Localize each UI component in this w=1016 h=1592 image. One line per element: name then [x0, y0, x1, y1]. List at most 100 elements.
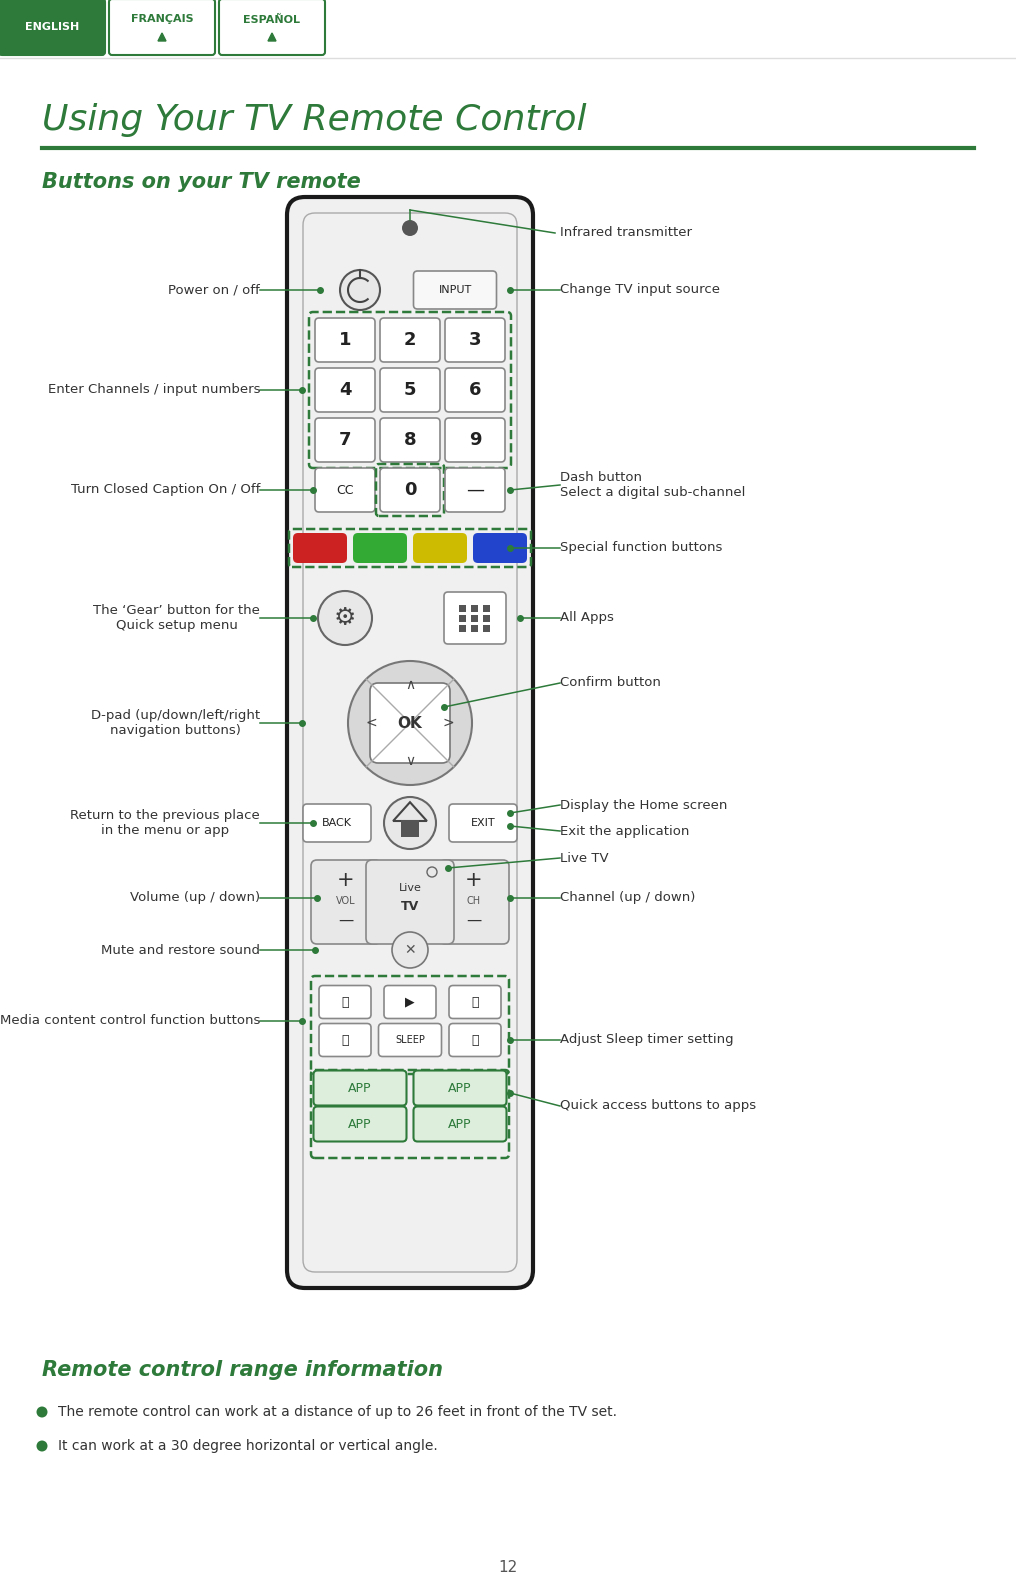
- Text: D-pad (up/down/left/right
navigation buttons): D-pad (up/down/left/right navigation but…: [90, 708, 260, 737]
- Text: ∨: ∨: [405, 755, 416, 769]
- Bar: [483, 615, 490, 622]
- FancyBboxPatch shape: [414, 271, 497, 309]
- Text: All Apps: All Apps: [560, 611, 614, 624]
- FancyBboxPatch shape: [353, 533, 407, 564]
- Text: VOL: VOL: [336, 896, 356, 906]
- FancyBboxPatch shape: [449, 1024, 501, 1057]
- Circle shape: [392, 931, 428, 968]
- Text: Using Your TV Remote Control: Using Your TV Remote Control: [42, 103, 586, 137]
- Text: Quick access buttons to apps: Quick access buttons to apps: [560, 1100, 756, 1113]
- FancyBboxPatch shape: [414, 1106, 507, 1141]
- FancyBboxPatch shape: [293, 533, 347, 564]
- Bar: [459, 615, 466, 622]
- Bar: [459, 605, 466, 611]
- Text: The remote control can work at a distance of up to 26 feet in front of the TV se: The remote control can work at a distanc…: [58, 1406, 617, 1418]
- FancyBboxPatch shape: [315, 318, 375, 361]
- Text: ⏹: ⏹: [471, 995, 479, 1008]
- Text: Power on / off: Power on / off: [169, 283, 260, 296]
- Text: TV: TV: [401, 899, 420, 912]
- FancyBboxPatch shape: [444, 592, 506, 645]
- FancyBboxPatch shape: [319, 985, 371, 1019]
- Text: 7: 7: [338, 431, 352, 449]
- Text: ✕: ✕: [404, 942, 416, 957]
- Text: Dash button
Select a digital sub-channel: Dash button Select a digital sub-channel: [560, 471, 746, 498]
- FancyBboxPatch shape: [379, 1024, 442, 1057]
- Bar: [471, 605, 478, 611]
- Text: 2: 2: [403, 331, 417, 349]
- Text: 8: 8: [403, 431, 417, 449]
- Text: SLEEP: SLEEP: [395, 1035, 425, 1044]
- Text: —: —: [466, 481, 484, 498]
- Text: 9: 9: [468, 431, 482, 449]
- Text: >: >: [443, 716, 454, 731]
- Text: 1: 1: [338, 331, 352, 349]
- Polygon shape: [158, 33, 166, 41]
- Bar: [471, 615, 478, 622]
- Text: APP: APP: [348, 1081, 372, 1095]
- FancyBboxPatch shape: [370, 683, 450, 763]
- FancyBboxPatch shape: [0, 0, 105, 56]
- Polygon shape: [268, 33, 276, 41]
- Text: EXIT: EXIT: [470, 818, 496, 828]
- Text: Change TV input source: Change TV input source: [560, 283, 720, 296]
- FancyBboxPatch shape: [109, 0, 215, 56]
- Circle shape: [340, 271, 380, 310]
- FancyBboxPatch shape: [449, 804, 517, 842]
- Text: INPUT: INPUT: [438, 285, 471, 295]
- FancyBboxPatch shape: [219, 0, 325, 56]
- Text: CH: CH: [467, 896, 481, 906]
- FancyBboxPatch shape: [380, 368, 440, 412]
- Text: It can work at a 30 degree horizontal or vertical angle.: It can work at a 30 degree horizontal or…: [58, 1439, 438, 1453]
- Circle shape: [348, 661, 472, 785]
- Text: 12: 12: [499, 1560, 517, 1576]
- Text: Adjust Sleep timer setting: Adjust Sleep timer setting: [560, 1033, 734, 1046]
- Text: Mute and restore sound: Mute and restore sound: [101, 944, 260, 957]
- FancyBboxPatch shape: [380, 419, 440, 462]
- Bar: [483, 605, 490, 611]
- Text: Volume (up / down): Volume (up / down): [130, 892, 260, 904]
- Text: ENGLISH: ENGLISH: [24, 22, 79, 32]
- Text: Remote control range information: Remote control range information: [42, 1360, 443, 1380]
- Text: Return to the previous place
in the menu or app: Return to the previous place in the menu…: [70, 809, 260, 837]
- FancyBboxPatch shape: [314, 1070, 406, 1105]
- Text: BACK: BACK: [322, 818, 352, 828]
- FancyBboxPatch shape: [314, 1106, 406, 1141]
- Text: ⏸: ⏸: [341, 995, 348, 1008]
- FancyBboxPatch shape: [414, 1070, 507, 1105]
- Text: Media content control function buttons: Media content control function buttons: [0, 1014, 260, 1027]
- Text: FRANÇAIS: FRANÇAIS: [131, 14, 193, 24]
- Text: —: —: [466, 912, 482, 928]
- Text: Infrared transmitter: Infrared transmitter: [560, 226, 692, 239]
- Text: Buttons on your TV remote: Buttons on your TV remote: [42, 172, 361, 193]
- Bar: [459, 626, 466, 632]
- Bar: [483, 626, 490, 632]
- Text: ▶: ▶: [405, 995, 415, 1008]
- Text: ∧: ∧: [405, 678, 416, 691]
- FancyBboxPatch shape: [412, 533, 467, 564]
- Circle shape: [37, 1406, 48, 1417]
- Circle shape: [402, 220, 418, 236]
- FancyBboxPatch shape: [311, 860, 381, 944]
- FancyBboxPatch shape: [380, 318, 440, 361]
- Text: Exit the application: Exit the application: [560, 825, 690, 837]
- Text: ESPAÑOL: ESPAÑOL: [244, 14, 301, 24]
- FancyBboxPatch shape: [384, 985, 436, 1019]
- Text: ⏪: ⏪: [341, 1033, 348, 1046]
- FancyBboxPatch shape: [449, 985, 501, 1019]
- FancyBboxPatch shape: [380, 468, 440, 513]
- Text: The ‘Gear’ button for the
Quick setup menu: The ‘Gear’ button for the Quick setup me…: [93, 603, 260, 632]
- Text: APP: APP: [348, 1118, 372, 1130]
- Text: Live: Live: [398, 884, 422, 893]
- FancyBboxPatch shape: [445, 318, 505, 361]
- FancyBboxPatch shape: [315, 468, 375, 513]
- Circle shape: [37, 1441, 48, 1452]
- Text: 5: 5: [403, 380, 417, 400]
- FancyBboxPatch shape: [287, 197, 533, 1288]
- Text: Enter Channels / input numbers: Enter Channels / input numbers: [48, 384, 260, 396]
- Text: <: <: [366, 716, 377, 731]
- Text: 0: 0: [403, 481, 417, 498]
- Text: 3: 3: [468, 331, 482, 349]
- Text: ⚙: ⚙: [334, 607, 357, 630]
- FancyBboxPatch shape: [473, 533, 527, 564]
- FancyBboxPatch shape: [366, 860, 454, 944]
